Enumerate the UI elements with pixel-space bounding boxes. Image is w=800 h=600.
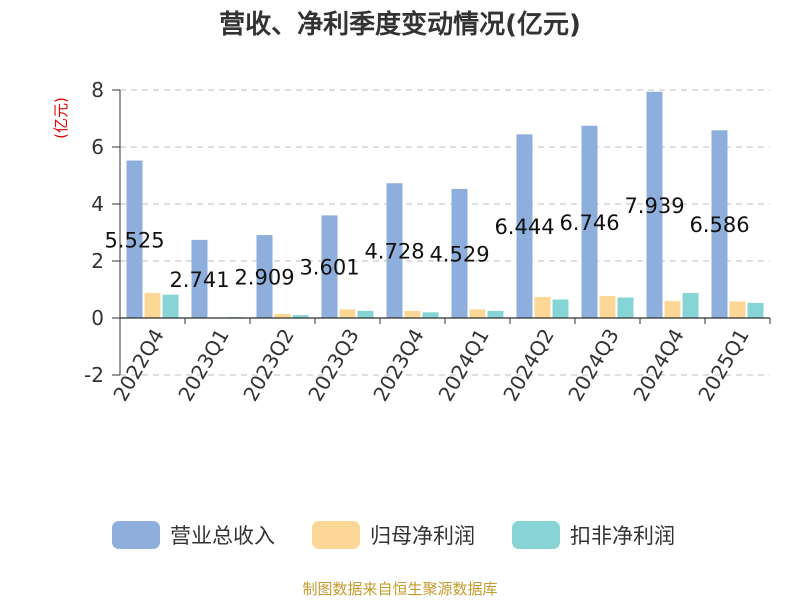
bar-2024Q4-series-3 [682,292,699,318]
data-label-2023Q2: 2.909 [234,266,294,290]
bar-2022Q4-series-2 [144,292,161,318]
bar-2023Q1-series-1 [191,239,208,318]
bar-2024Q3-series-1 [581,125,598,318]
data-label-2025Q1: 6.586 [689,213,749,237]
bar-2024Q1-series-1 [451,188,468,318]
x-tick-label-2025Q1: 2025Q1 [693,325,753,406]
bar-2025Q1-series-2 [729,301,746,318]
x-tick-label-2023Q2: 2023Q2 [238,325,298,406]
bar-2024Q3-series-2 [599,296,616,318]
bar-2024Q2-series-3 [552,299,569,318]
data-label-2024Q4: 7.939 [624,194,684,218]
y-tick-label: 6 [91,135,104,159]
bar-2023Q4-series-1 [386,183,403,318]
bar-2024Q1-series-3 [487,310,504,318]
x-tick-label-2022Q4: 2022Q4 [108,325,168,406]
bar-2024Q3-series-3 [617,297,634,318]
y-tick-label: 2 [91,249,104,273]
legend-swatch-2[interactable] [312,521,360,549]
data-label-2023Q1: 2.741 [169,268,229,292]
y-axis-unit-label: (亿元) [52,97,70,139]
y-tick-label: -2 [84,363,104,387]
y-axis-ticks: 8 6 4 2 0 -2 [84,78,121,387]
bar-2024Q2-series-1 [516,134,533,318]
x-tick-label-2023Q1: 2023Q1 [173,325,233,406]
source-note: 制图数据来自恒生聚源数据库 [302,580,497,598]
x-tick-label-2024Q4: 2024Q4 [628,325,688,406]
legend-swatch-1[interactable] [112,521,160,549]
data-label-2022Q4: 5.525 [104,228,164,252]
legend-swatch-3[interactable] [512,521,560,549]
bar-2024Q4-series-1 [646,91,663,319]
legend-label-2[interactable]: 归母净利润 [370,524,475,548]
data-label-2024Q1: 4.529 [429,242,489,266]
bar-2024Q2-series-2 [534,296,551,318]
bar-2023Q3-series-2 [339,309,356,318]
data-label-2024Q2: 6.444 [494,215,554,239]
x-tick-label-2024Q2: 2024Q2 [498,325,558,406]
data-label-2023Q4: 4.728 [364,240,424,264]
legend-label-1[interactable]: 营业总收入 [170,524,275,548]
bar-2023Q3-series-3 [357,310,374,318]
bar-2022Q4-series-1 [126,160,143,318]
x-tick-label-2023Q4: 2023Q4 [368,325,428,406]
bar-2024Q1-series-2 [469,309,486,318]
legend: 营业总收入 归母净利润 扣非净利润 [112,521,675,549]
bar-2025Q1-series-3 [747,302,764,318]
bars [126,91,764,319]
x-tick-label-2024Q1: 2024Q1 [433,325,493,406]
legend-label-3[interactable]: 扣非净利润 [570,524,675,548]
x-axis-ticks: 2022Q4 2023Q1 2023Q2 2023Q3 2023Q4 2024Q1 2024… [108,317,771,406]
chart-title: 营收、净利季度变动情况(亿元) [219,9,581,40]
y-tick-label: 4 [91,192,104,216]
bar-2022Q4-series-3 [162,294,179,318]
bar-2025Q1-series-1 [711,130,728,318]
x-tick-label-2024Q3: 2024Q3 [563,325,623,406]
bar-2023Q2-series-3 [292,315,309,318]
data-label-2023Q3: 3.601 [299,256,359,280]
data-label-2024Q3: 6.746 [559,211,619,235]
bar-2024Q4-series-2 [664,300,681,318]
bar-2023Q2-series-2 [274,314,291,318]
bar-2023Q4-series-3 [422,312,439,318]
y-tick-label: 8 [91,78,104,102]
bar-2023Q3-series-1 [321,215,338,318]
bar-2023Q4-series-2 [404,310,421,318]
y-tick-label: 0 [91,306,104,330]
bar-2023Q2-series-1 [256,235,273,318]
x-tick-label-2023Q3: 2023Q3 [303,325,363,406]
